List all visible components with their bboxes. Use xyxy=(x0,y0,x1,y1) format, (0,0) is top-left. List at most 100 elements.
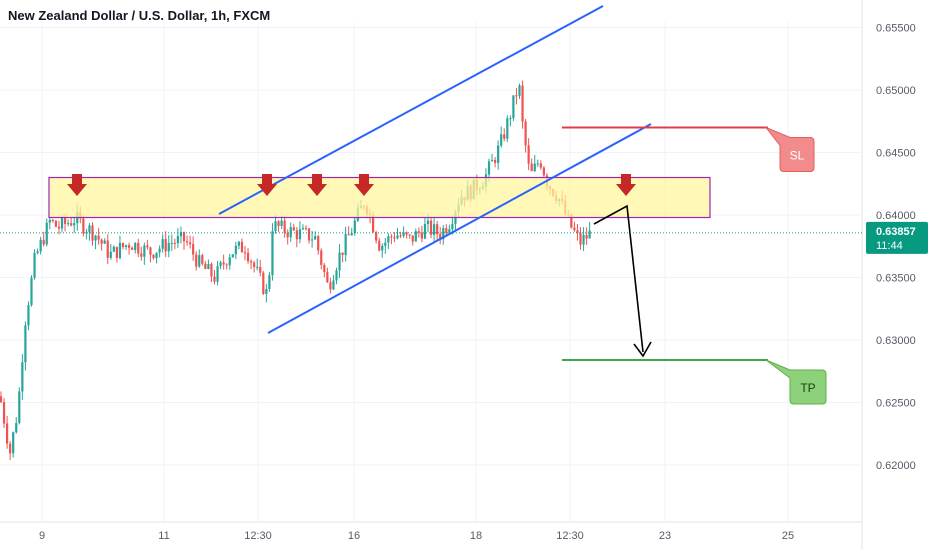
tp-callout xyxy=(765,359,827,405)
candle-body xyxy=(88,225,91,233)
candle-body xyxy=(109,251,112,258)
candle-body xyxy=(27,305,30,326)
candle-body xyxy=(298,229,301,240)
y-tick-label: 0.64000 xyxy=(876,210,916,222)
candle-body xyxy=(94,235,97,241)
y-tick-label: 0.65500 xyxy=(876,23,916,35)
candle-body xyxy=(350,233,353,236)
candle-body xyxy=(314,236,317,240)
candle-body xyxy=(21,362,24,392)
candle-body xyxy=(375,232,378,241)
y-tick-label: 0.65000 xyxy=(876,85,916,97)
candles xyxy=(0,80,591,461)
candle-body xyxy=(63,217,67,224)
candle-body xyxy=(45,222,48,245)
candle-body xyxy=(2,402,6,424)
candle-body xyxy=(204,263,207,269)
candle-body xyxy=(417,231,420,233)
candle-body xyxy=(448,229,451,234)
candle-body xyxy=(570,214,573,228)
candle-body xyxy=(378,240,381,251)
candle-body xyxy=(246,252,250,262)
candle-body xyxy=(9,443,12,454)
x-tick-label: 18 xyxy=(470,530,482,542)
candle-body xyxy=(283,220,286,233)
candle-body xyxy=(402,232,405,237)
candle-body xyxy=(18,391,21,423)
candle-body xyxy=(192,244,195,255)
candle-body xyxy=(256,266,259,268)
candle-body xyxy=(24,325,27,363)
candle-body xyxy=(228,257,231,266)
price-axis: 0.65500 0.65000 0.64500 0.64000 0.63500 0.630… xyxy=(866,23,928,472)
candle-body xyxy=(222,262,225,265)
candle-body xyxy=(506,118,509,139)
candle-body xyxy=(405,232,408,235)
candle-body xyxy=(15,422,18,433)
candle-body xyxy=(179,232,183,237)
candle-body xyxy=(487,161,491,175)
x-tick-label: 16 xyxy=(348,530,360,542)
candle-body xyxy=(518,85,521,96)
candle-body xyxy=(390,236,393,238)
candle-body xyxy=(411,235,414,242)
candle-body xyxy=(527,145,530,164)
time-axis: 9 11 12:30 16 18 12:30 23 25 xyxy=(39,530,794,542)
candle-body xyxy=(497,145,500,163)
candle-body xyxy=(271,231,274,276)
candle-body xyxy=(277,221,280,227)
candle-body xyxy=(201,255,204,264)
candle-body xyxy=(265,288,268,294)
candle-body xyxy=(146,245,149,248)
candle-body xyxy=(97,235,100,240)
candle-body xyxy=(512,95,515,119)
down-arrow-marker xyxy=(67,174,87,196)
candle-body xyxy=(42,239,45,245)
candle-body xyxy=(207,263,210,269)
candle-body xyxy=(280,220,283,227)
down-arrow-marker xyxy=(307,174,327,196)
candle-body xyxy=(118,242,122,259)
candle-body xyxy=(198,255,201,267)
candle-body xyxy=(494,159,497,163)
candle-body xyxy=(176,236,179,244)
candle-body xyxy=(573,227,576,231)
candle-body xyxy=(164,239,167,252)
candle-body xyxy=(387,236,390,243)
candle-body xyxy=(530,163,533,172)
candle-body xyxy=(189,242,192,245)
down-arrow-marker xyxy=(616,174,636,196)
candle-body xyxy=(115,246,118,259)
candle-body xyxy=(73,223,76,226)
candle-body xyxy=(515,95,518,97)
sl-callout xyxy=(764,126,815,172)
candle-body xyxy=(103,240,106,244)
candle-body xyxy=(408,234,411,236)
candle-body xyxy=(347,234,350,236)
candle-body xyxy=(582,234,585,245)
drawings: SL TP xyxy=(0,5,862,405)
candle-body xyxy=(155,252,158,259)
y-tick-label: 0.62000 xyxy=(876,460,916,472)
candle-body xyxy=(436,224,439,235)
x-tick-label: 12:30 xyxy=(244,530,272,542)
candle-body xyxy=(100,239,103,244)
price-badge xyxy=(866,221,928,254)
candle-body xyxy=(170,242,173,244)
candle-body xyxy=(332,280,335,290)
candle-body xyxy=(39,239,42,252)
candle-body xyxy=(33,253,36,278)
down-arrow-marker xyxy=(257,174,277,196)
candle-body xyxy=(341,252,344,255)
candle-body xyxy=(317,236,320,251)
candle-body xyxy=(490,159,494,162)
candle-body xyxy=(85,232,88,234)
x-tick-label: 9 xyxy=(39,530,45,542)
candle-body xyxy=(344,234,347,255)
candle-body xyxy=(185,241,189,243)
y-tick-label: 0.63500 xyxy=(876,273,916,285)
x-tick-label: 11 xyxy=(158,530,169,542)
candle-body xyxy=(429,220,433,235)
resistance-zone xyxy=(48,176,711,219)
